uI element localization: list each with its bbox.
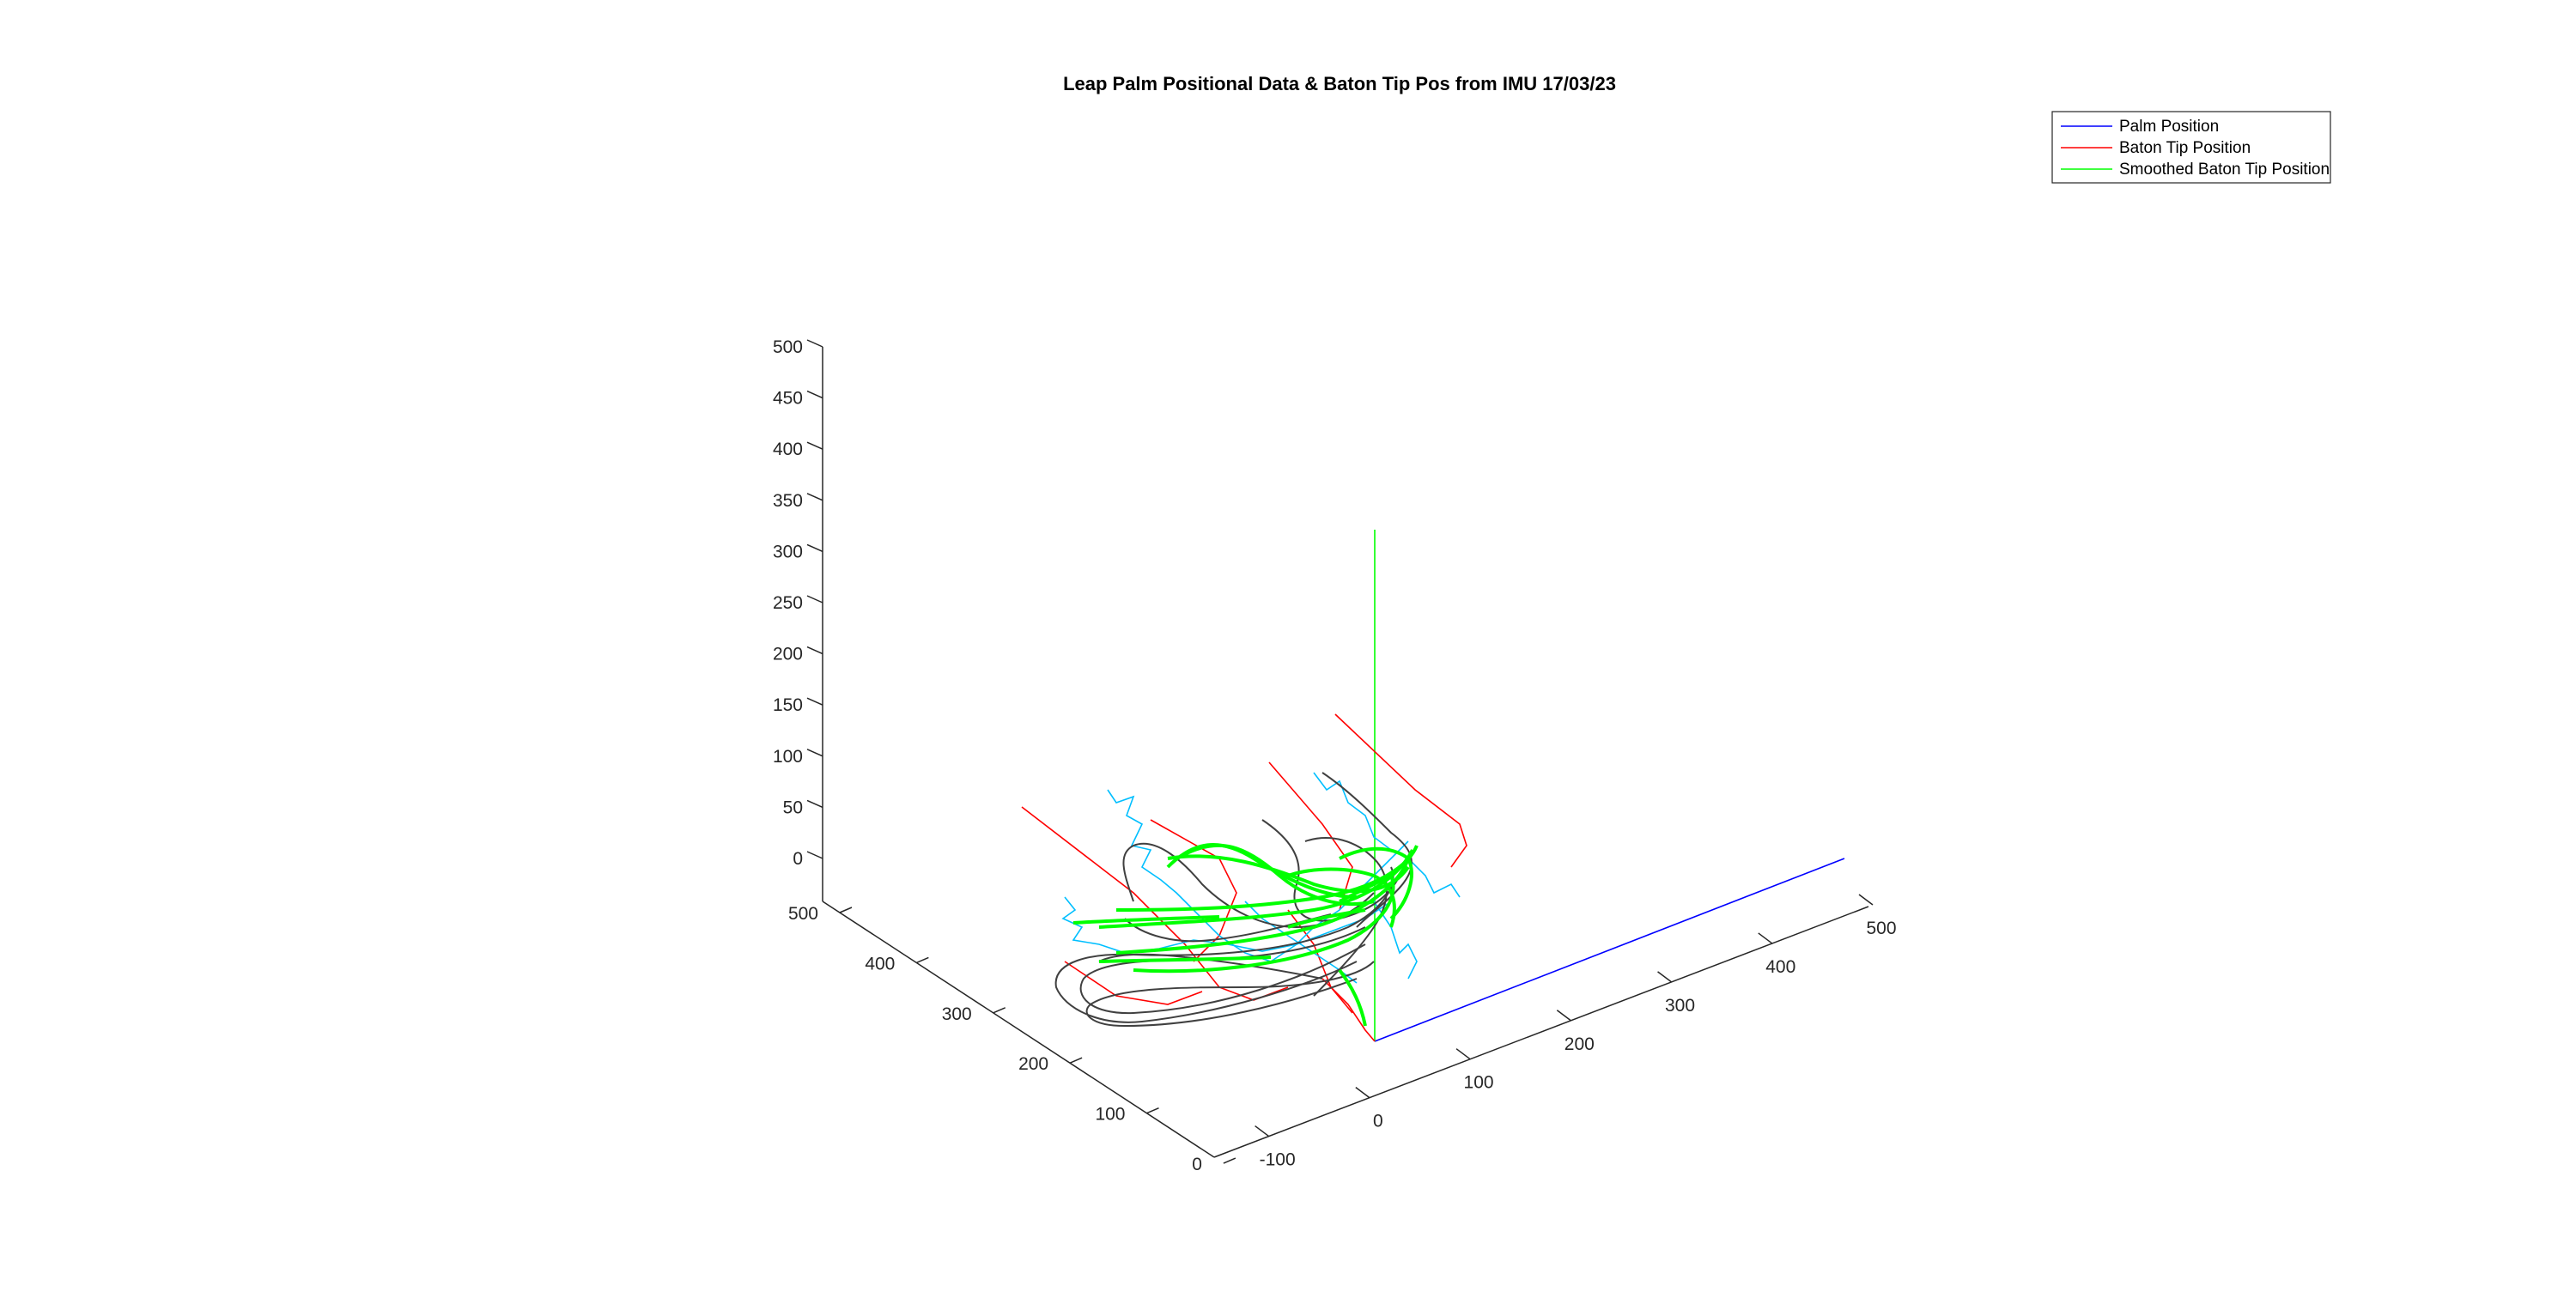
y-ticks: 0 100 200 300 400 500 — [788, 904, 1236, 1174]
smoothed-path — [1339, 846, 1413, 920]
z-tick-label: 450 — [773, 389, 803, 409]
y-tick — [1146, 1107, 1159, 1114]
y-tick — [1069, 1057, 1083, 1064]
x-axis-line — [1213, 906, 1869, 1158]
z-tick-label: 500 — [773, 337, 803, 357]
z-tick-label: 250 — [773, 593, 803, 613]
cyan-path — [1373, 901, 1418, 980]
x-tick-label: 300 — [1665, 996, 1695, 1016]
smoothed-path — [1339, 874, 1392, 903]
z-tick — [806, 851, 823, 859]
x-tick — [1355, 1087, 1370, 1099]
x-tick-label: 200 — [1564, 1034, 1595, 1054]
x-tick-label: -100 — [1260, 1150, 1296, 1170]
baton-tip-path — [1334, 713, 1467, 868]
y-tick-label: 200 — [1018, 1054, 1048, 1074]
z-tick-label: 50 — [783, 798, 803, 817]
z-tick-label: 300 — [773, 542, 803, 561]
smoothed-path — [1115, 845, 1419, 912]
palm-position-line — [1374, 858, 1845, 1042]
gray-loop — [1261, 819, 1400, 922]
y-tick — [1223, 1157, 1236, 1164]
y-tick — [916, 956, 929, 964]
x-tick — [1758, 932, 1773, 944]
z-tick — [806, 390, 823, 399]
x-ticks: -100 0 100 200 300 400 500 — [1255, 894, 1897, 1170]
z-ticks: 0 50 100 150 200 250 300 350 400 450 500 — [773, 337, 823, 869]
x-tick-label: 500 — [1866, 919, 1896, 938]
x-tick — [1255, 1125, 1270, 1137]
smoothed-baton-traces — [1072, 843, 1419, 1027]
y-tick-label: 300 — [942, 1004, 972, 1024]
y-tick-label: 400 — [865, 954, 895, 974]
gray-loop — [1085, 961, 1375, 1028]
smoothed-path — [1287, 908, 1366, 929]
y-tick — [993, 1007, 1006, 1014]
z-tick — [806, 646, 823, 655]
gray-loop — [1098, 953, 1323, 980]
smoothed-path — [1133, 875, 1395, 974]
z-tick — [806, 493, 823, 501]
x-tick-label: 100 — [1464, 1073, 1494, 1093]
x-tick-label: 400 — [1765, 957, 1795, 977]
y-tick-label: 500 — [788, 904, 818, 924]
z-tick — [806, 595, 823, 604]
gray-loop — [1054, 866, 1394, 1023]
gray-loop — [1079, 926, 1366, 1015]
smoothed-path — [1338, 968, 1367, 1027]
y-tick-label: 0 — [1192, 1155, 1202, 1174]
y-axis-line — [822, 901, 1215, 1158]
smoothed-path — [1184, 843, 1375, 907]
y-tick — [839, 907, 853, 913]
legend-entry-label: Smoothed Baton Tip Position — [2119, 161, 2330, 179]
baton-tip-path — [1064, 961, 1203, 1005]
z-tick — [806, 799, 823, 809]
z-tick-label: 350 — [773, 491, 803, 511]
y-tick-label: 100 — [1095, 1105, 1125, 1125]
x-tick — [1657, 971, 1672, 983]
smoothed-path — [1072, 915, 1220, 925]
z-tick — [806, 697, 823, 706]
x-tick — [1556, 1010, 1571, 1022]
legend: Palm Position Baton Tip Position Smoothed … — [2051, 111, 2331, 184]
z-tick — [806, 543, 823, 553]
z-tick — [806, 749, 823, 757]
z-tick-label: 200 — [773, 645, 803, 664]
plot-area — [1021, 530, 1845, 1042]
x-tick — [1858, 894, 1874, 906]
baton-tip-path — [1268, 761, 1353, 911]
gray-loop — [1304, 837, 1388, 997]
legend-entry-label: Palm Position — [2119, 118, 2219, 136]
x-tick-label: 0 — [1373, 1112, 1383, 1131]
z-tick-label: 100 — [773, 747, 803, 767]
smoothed-path — [1287, 867, 1396, 928]
z-tick — [806, 441, 823, 450]
z-tick-label: 400 — [773, 440, 803, 459]
chart-title: Leap Palm Positional Data & Baton Tip Po… — [1063, 73, 1616, 94]
z-tick-label: 150 — [773, 695, 803, 715]
x-tick — [1455, 1048, 1471, 1060]
smoothed-path — [1098, 849, 1414, 929]
axes-box — [822, 347, 1869, 1158]
legend-entry-label: Baton Tip Position — [2119, 139, 2251, 157]
z-tick-label: 0 — [793, 849, 803, 869]
z-tick — [806, 339, 823, 348]
smoothed-path — [1098, 955, 1272, 963]
